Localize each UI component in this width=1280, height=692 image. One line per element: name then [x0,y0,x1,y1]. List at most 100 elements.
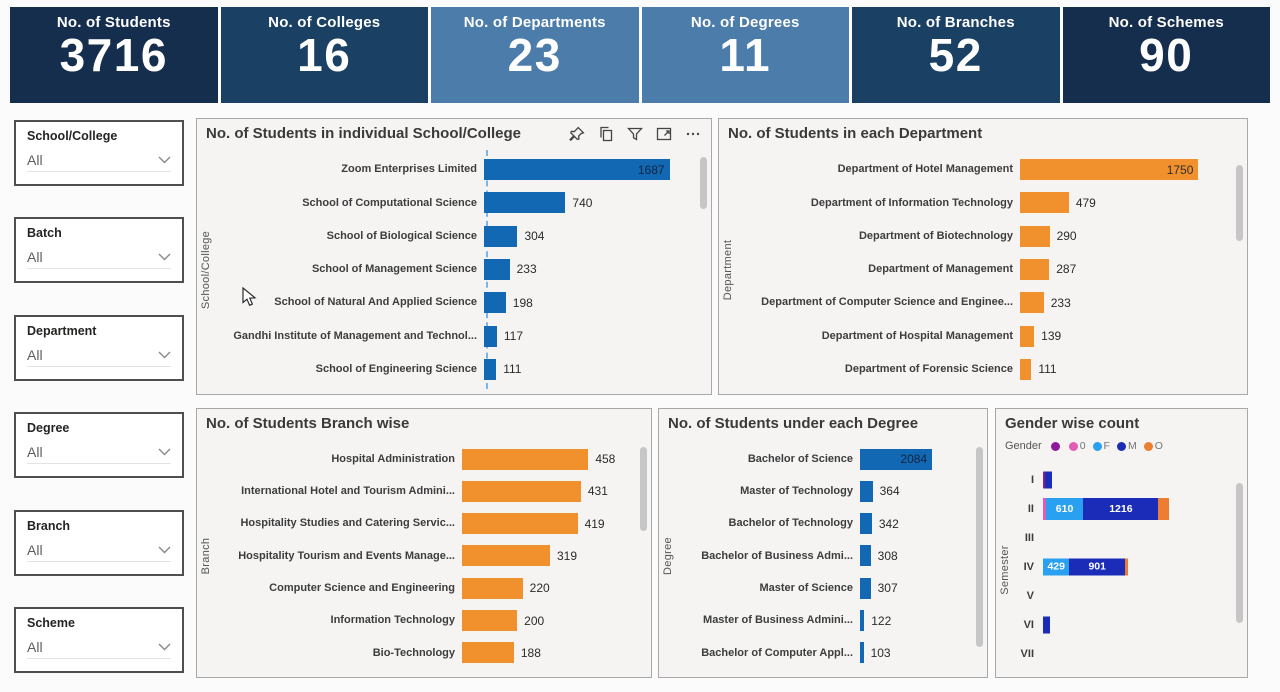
scrollbar-thumb[interactable] [700,157,707,209]
bar-track: 122 [860,610,969,632]
bar[interactable] [860,513,872,535]
scrollbar-thumb[interactable] [1236,165,1243,241]
degree-dropdown[interactable]: All [27,444,171,465]
bar[interactable] [462,545,550,567]
bar[interactable] [860,577,871,599]
category-label: Hospitality Studies and Catering Servic.… [240,517,455,530]
bar-track: 287 [1020,258,1229,280]
filter-icon[interactable] [627,126,643,142]
bar[interactable] [1020,358,1032,380]
bar-segment-0[interactable] [1043,497,1046,520]
bar[interactable] [1020,192,1069,214]
scrollbar[interactable] [700,157,707,385]
bar-segment-O[interactable] [1125,558,1128,576]
kpi-label: No. of Schemes [1108,14,1224,31]
bar-track: 304 [484,225,693,247]
bar-row: School of Management Science 233 [205,253,693,286]
legend-item-O[interactable]: O [1143,440,1163,452]
visual-toolbar [569,126,701,142]
bar-value: 308 [877,548,898,563]
semester-row: II 610 1216 [1004,494,1231,523]
bar[interactable] [860,642,864,664]
bar[interactable] [484,325,497,347]
legend-item-blank[interactable] [1050,441,1062,451]
bar[interactable] [1020,292,1044,314]
scrollbar[interactable] [1236,473,1243,668]
bar-segment-blank[interactable] [1043,471,1045,489]
legend-label: F [1103,440,1110,452]
bar-row: Information Technology 200 [205,604,633,636]
bar-track: 308 [860,545,969,567]
department-dropdown[interactable]: All [27,347,171,367]
bar-row: Master of Science 307 [667,572,969,604]
scrollbar-thumb[interactable] [1236,483,1243,623]
bar[interactable] [462,610,518,632]
stacked-bar[interactable]: 610 1216 [1043,497,1169,520]
filter-selected-value: All [27,152,43,168]
kpi-card-5: No. of Branches 52 [852,7,1060,103]
bar[interactable] [860,480,873,502]
stacked-bar[interactable]: 429 901 [1043,558,1128,576]
kpi-value: 16 [297,29,352,81]
bar[interactable] [484,258,510,280]
stacked-bar[interactable] [1043,471,1052,489]
bar-segment-M[interactable] [1043,616,1050,634]
bar[interactable] [462,513,578,535]
bar-segment-F[interactable]: 429 [1043,558,1070,576]
stacked-bar[interactable] [1043,616,1050,634]
scrollbar[interactable] [640,447,647,668]
kpi-label: No. of Colleges [268,14,381,31]
bar-row: Department of Information Technology 479 [727,186,1229,219]
kpi-card-1: No. of Students 3716 [10,7,218,103]
bar[interactable] [462,642,514,664]
chevron-down-icon [158,448,171,456]
bar[interactable] [484,192,566,214]
legend-item-F[interactable]: F [1092,440,1110,452]
filter-branch: Branch All [14,509,184,576]
bar-track: 610 1216 [1043,494,1231,523]
pin-icon[interactable] [569,126,585,142]
bar[interactable]: 1750 [1020,159,1199,181]
bar[interactable] [860,545,871,567]
bar[interactable] [1020,325,1035,347]
legend-item-M[interactable]: M [1116,440,1137,452]
bar-row: School of Engineering Science 111 [205,353,693,386]
category-label: School of Natural And Applied Science [274,296,477,309]
bar[interactable] [462,480,581,502]
more-options-icon[interactable] [685,126,701,142]
panel-school-college: No. of Students in individual School/Col… [196,118,712,395]
bar-segment-F[interactable]: 610 [1045,497,1084,520]
bar[interactable]: 2084 [860,448,933,470]
branch-dropdown[interactable]: All [27,542,171,562]
bar[interactable] [1020,258,1050,280]
chart-title: No. of Students Branch wise [206,415,410,432]
legend-item-0[interactable]: 0 [1068,440,1086,452]
bar-track: 307 [860,577,969,599]
bar[interactable] [1020,225,1050,247]
bar-value: 290 [1056,229,1077,244]
bar-segment-M[interactable]: 1216 [1083,497,1159,520]
bar-value: 188 [520,645,541,660]
bar-segment-M[interactable] [1044,471,1052,489]
bar-track: 342 [860,513,969,535]
bar[interactable] [484,225,518,247]
scrollbar-thumb[interactable] [640,447,647,531]
bar[interactable]: 1687 [484,159,670,181]
copy-icon[interactable] [598,126,614,142]
bar[interactable] [462,577,523,599]
scrollbar[interactable] [976,447,983,668]
filter-selected-value: All [27,346,43,363]
scrollbar-thumb[interactable] [976,447,983,647]
bar[interactable] [860,610,865,632]
scrollbar[interactable] [1236,157,1243,385]
chart-title: No. of Students in each Department [728,125,983,142]
focus-mode-icon[interactable] [656,126,672,142]
bar-segment-O[interactable] [1158,497,1169,520]
bar[interactable] [484,292,506,314]
bar-segment-M[interactable]: 901 [1069,558,1125,576]
school-college-dropdown[interactable]: All [27,152,171,172]
bar[interactable] [484,358,497,380]
bar[interactable] [462,448,589,470]
batch-dropdown[interactable]: All [27,249,171,270]
scheme-dropdown[interactable]: All [27,639,171,659]
